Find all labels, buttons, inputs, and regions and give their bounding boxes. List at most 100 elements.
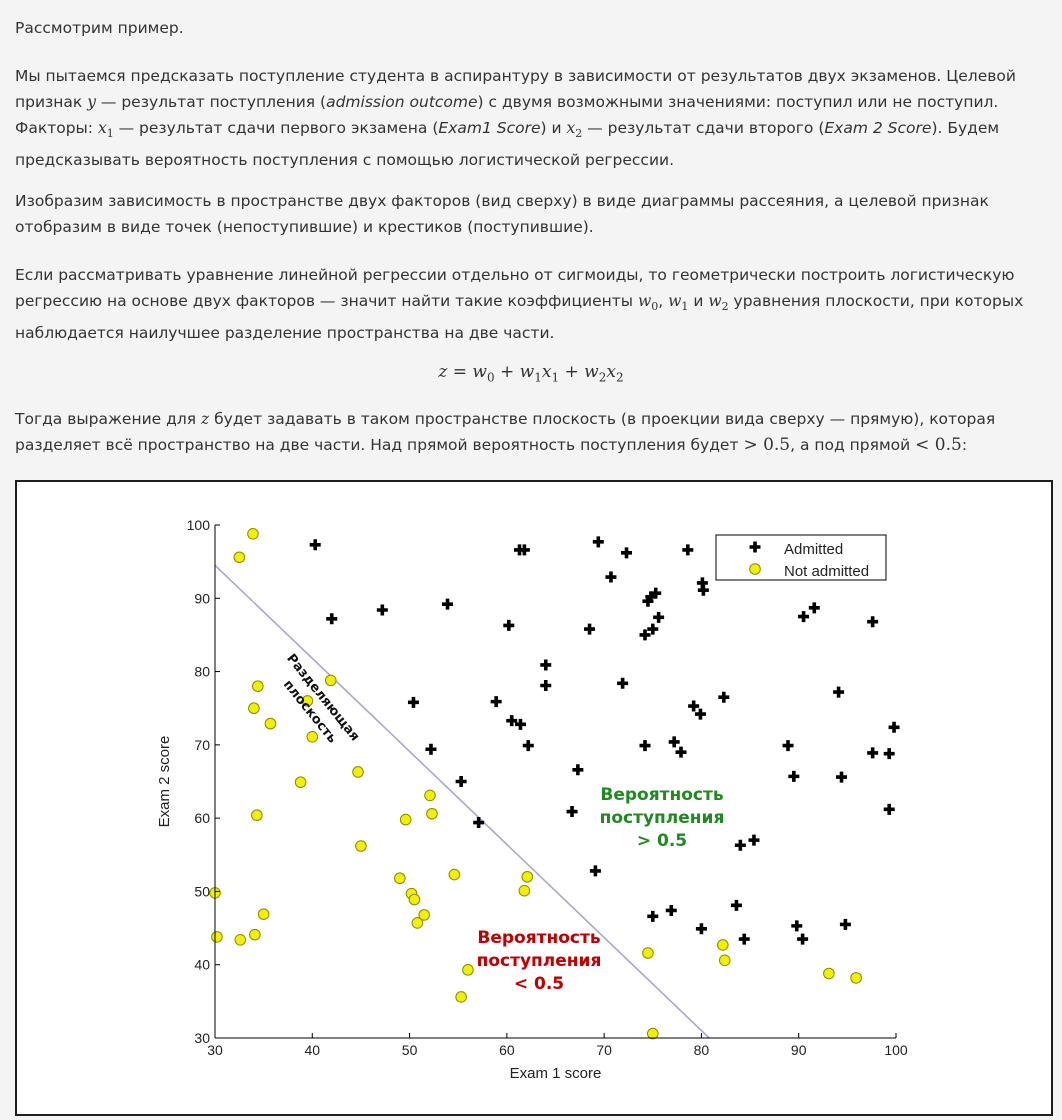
admitted-point [514,718,526,730]
admitted-point [797,933,809,945]
admission-outcome-term: admission outcome [326,93,478,111]
admitted-point [376,604,388,616]
admitted-point [522,740,534,752]
admitted-point [839,918,851,930]
admitted-point [592,536,604,548]
admitted-point [309,539,321,551]
admitted-point [738,933,750,945]
x1-symbol: x [97,119,107,137]
admitted-point [566,806,578,818]
admitted-point [883,803,895,815]
not-admitted-point [408,893,421,906]
plane-formula: z = w0 + w1x1 + w2x2 [438,362,624,385]
admitted-point [605,571,617,583]
admitted-point [506,715,518,727]
legend-marker-not-admitted [749,563,761,575]
admitted-point [695,923,707,935]
admitted-point [621,547,633,559]
x-tick-label: 100 [884,1042,908,1058]
lt-threshold: < 0.5 [915,435,962,455]
admitted-point [647,910,659,922]
not-admitted-point [399,813,412,826]
not-admitted-point [823,967,835,980]
chart-legend: Admitted Not admitted [715,534,887,581]
x-tick-label: 70 [596,1042,612,1058]
admitted-point [867,747,879,759]
not-admitted-point [521,870,534,883]
exam2-term: Exam 2 Score [824,119,932,137]
admitted-point [808,602,820,614]
admitted-point [833,686,845,698]
not-admitted-point [234,933,247,946]
admitted-point [782,740,794,752]
y-tick-label: 40 [194,957,210,973]
regression-paragraph: Если рассматривать уравнение линейной ре… [15,266,1024,343]
admitted-point [639,740,651,752]
not-admitted-point [233,551,246,564]
not-admitted-point [324,674,337,687]
admitted-point [788,770,800,782]
exam1-term: Exam1 Score [438,119,541,137]
admitted-point [650,587,662,599]
admitted-point [490,696,502,708]
not-admitted-point [448,868,461,881]
not-admitted-point [355,840,367,852]
not-admitted-point [518,884,531,897]
not-admitted-point [249,928,261,941]
admitted-point [888,721,900,733]
y-tick-label: 80 [194,664,210,680]
admitted-point [584,623,596,635]
scatter-figure: 30 40 50 60 70 80 90 100 30 40 50 60 70 80 90 100 Exam 1… [15,480,1053,1116]
admitted-point [572,764,584,776]
admitted-point [697,584,709,596]
not-admitted-point [294,776,307,789]
admitted-point [425,743,437,755]
scatter-chart: 30 40 50 60 70 80 90 100 30 40 50 60 70 80 90 100 Exam 1… [156,517,908,1082]
not-admitted-point [247,527,259,540]
legend-label-not-admitted: Not admitted [784,563,869,580]
below-label-line3: < 0.5 [514,974,564,994]
not-admitted-point [850,972,862,984]
y-symbol: y [87,93,96,111]
admitted-point [798,611,810,623]
y-tick-label: 50 [194,883,210,899]
not-admitted-point [252,680,264,693]
not-admitted-point [352,766,364,778]
admitted-point [473,817,485,829]
x-tick-label: 60 [499,1042,515,1058]
admitted-point [540,659,552,671]
y-tick-label: 30 [194,1030,210,1046]
below-label-line2: поступления [477,951,602,971]
y-tick-label: 60 [194,810,210,826]
admitted-point [734,839,746,851]
admitted-point [442,598,454,610]
not-admitted-point [306,730,319,743]
intro-paragraph: Рассмотрим пример. [15,19,184,37]
not-admitted-point [251,809,263,822]
not-admitted-point [257,908,270,920]
admitted-point [647,623,659,635]
admitted-point [867,616,879,628]
task-paragraph: Мы пытаемся предсказать поступление студ… [15,67,1016,170]
admitted-point [694,708,706,720]
not-admitted-point [424,789,436,802]
x-axis-label: Exam 1 score [510,1065,602,1082]
not-admitted-point [717,939,729,951]
y-tick-label: 100 [187,517,211,533]
admitted-point [503,619,515,631]
admitted-point [668,736,680,748]
admitted-point [883,748,895,760]
not-admitted-point [211,931,223,943]
x-tick-label: 50 [402,1042,418,1058]
admitted-point [455,776,467,787]
admitted-point [407,696,419,708]
admitted-point [540,679,552,691]
legend-marker-admitted [749,541,761,553]
plane-paragraph: Тогда выражение для z будет задавать в т… [15,410,996,455]
x-tick-label: 90 [791,1042,807,1058]
x-tick-label: 40 [304,1042,320,1058]
admitted-point [836,771,848,783]
admitted-point [748,834,760,846]
not-admitted-point [394,872,406,885]
not-admitted-point [248,702,260,715]
